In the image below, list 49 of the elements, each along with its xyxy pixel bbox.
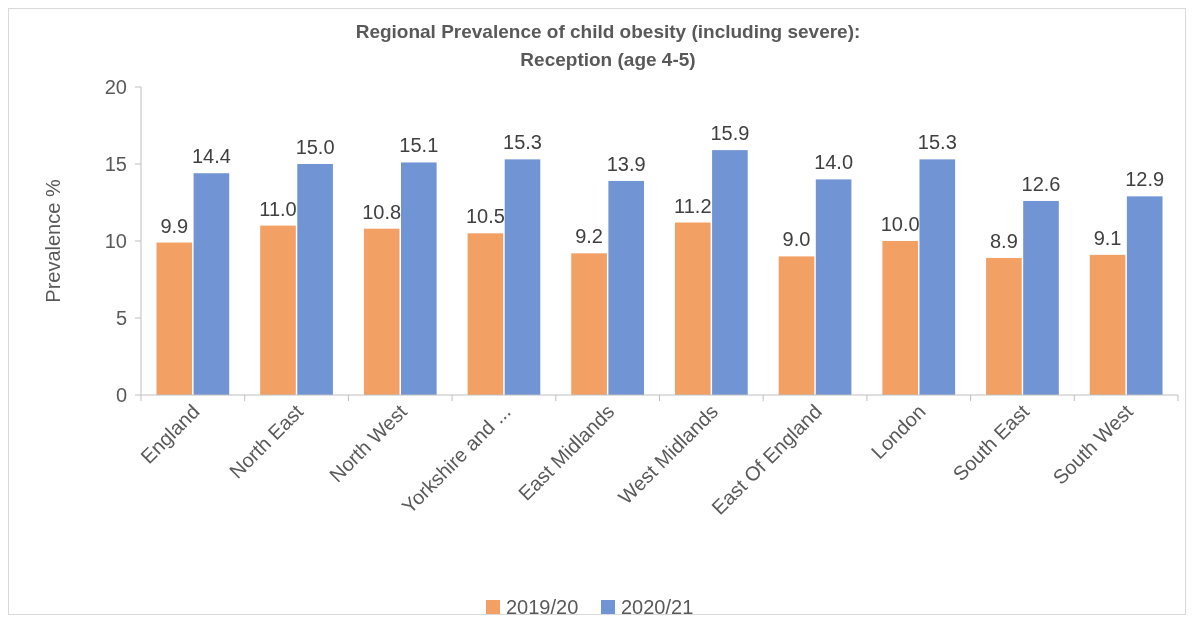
bar — [1126, 196, 1163, 395]
bar — [363, 228, 400, 395]
bar — [297, 164, 333, 395]
data-label: 10.0 — [880, 213, 920, 235]
data-label: 10.8 — [362, 200, 402, 223]
y-tick-label: 5 — [115, 307, 127, 329]
y-tick-label: 15 — [104, 153, 127, 175]
y-axis-title: Prevalence % — [42, 179, 64, 303]
data-label: 14.0 — [814, 151, 854, 174]
bar — [778, 256, 815, 395]
bar — [608, 180, 645, 395]
bar — [571, 253, 607, 395]
data-label: 13.9 — [606, 152, 646, 175]
bar — [504, 159, 541, 395]
chart-title: Regional Prevalence of child obesity (including severe): Reception (age 4-5) — [355, 21, 861, 70]
bar — [156, 242, 193, 395]
legend-label: 2020/21 — [621, 596, 694, 618]
bar — [1089, 254, 1126, 395]
data-label: 12.9 — [1125, 168, 1165, 191]
data-label: 15.3 — [503, 131, 542, 154]
data-label: 9.9 — [160, 214, 189, 237]
y-tick-label: 20 — [104, 76, 127, 98]
data-label: 15.9 — [710, 122, 750, 145]
bar — [815, 179, 852, 395]
bar — [986, 257, 1022, 395]
bar — [712, 150, 748, 395]
data-label: 10.5 — [465, 205, 505, 228]
data-label: 15.3 — [917, 131, 957, 154]
data-label: 12.6 — [1021, 172, 1061, 195]
data-label: 14.4 — [191, 145, 231, 168]
bar — [882, 241, 919, 395]
bar — [1023, 200, 1059, 395]
legend-label: 2019/20 — [506, 596, 579, 618]
bar — [260, 225, 296, 395]
data-label: 8.9 — [989, 229, 1018, 252]
data-label: 9.2 — [575, 225, 603, 248]
y-tick-label: 10 — [104, 230, 127, 252]
bar — [467, 233, 504, 395]
bar — [400, 162, 437, 395]
data-label: 9.1 — [1093, 226, 1122, 249]
data-label: 15.0 — [295, 136, 335, 158]
bar — [919, 159, 956, 395]
y-tick-label: 0 — [115, 384, 127, 406]
data-label: 15.1 — [399, 134, 439, 157]
data-label: 11.0 — [259, 197, 297, 220]
data-label: 11.2 — [674, 194, 712, 217]
data-label: 9.0 — [782, 228, 811, 251]
bar — [193, 173, 230, 395]
bar — [674, 222, 711, 395]
